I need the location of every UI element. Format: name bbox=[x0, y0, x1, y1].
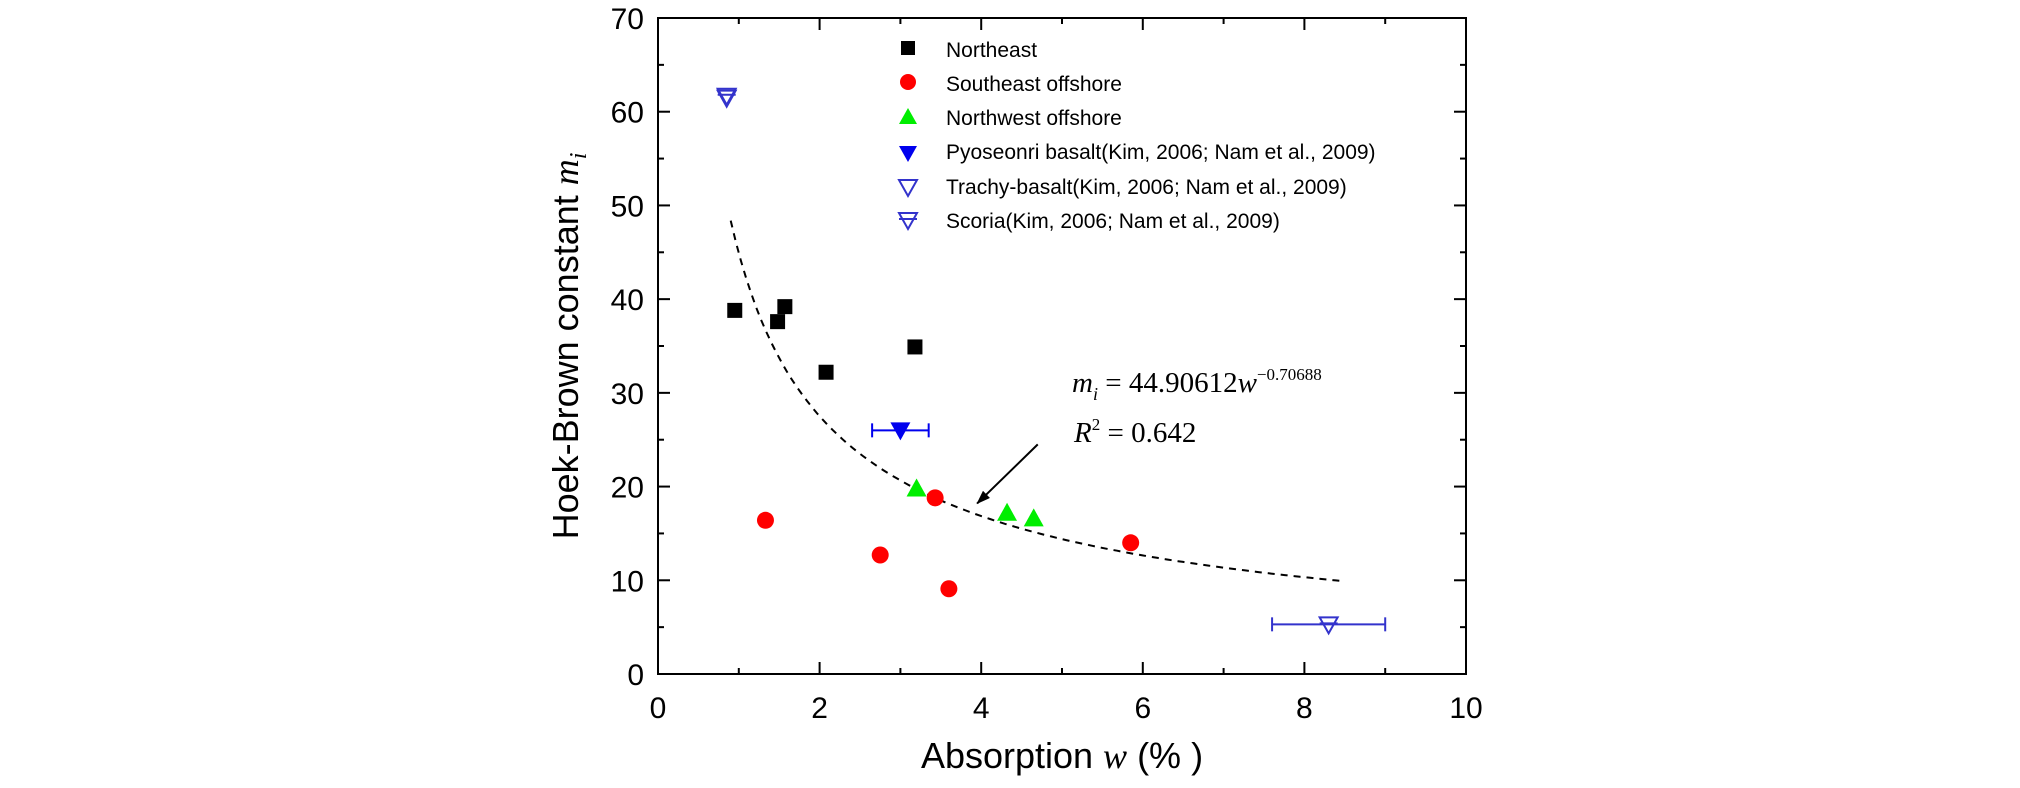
x-tick-label: 8 bbox=[1296, 692, 1313, 725]
data-point-triangle-up bbox=[997, 502, 1018, 521]
legend-marker-triangle-down-open-bar bbox=[897, 212, 919, 232]
annotation-arrow bbox=[976, 443, 1039, 505]
legend-label: Northeast bbox=[946, 39, 1037, 62]
data-point-circle bbox=[871, 546, 889, 564]
y-tick-label: 50 bbox=[611, 190, 644, 223]
data-point-square bbox=[727, 302, 743, 318]
legend-item-scoria: Scoria(Kim, 2006; Nam et al., 2009) bbox=[897, 210, 1280, 233]
y-tick-label: 40 bbox=[611, 284, 644, 317]
legend-label: Trachy-basalt(Kim, 2006; Nam et al., 200… bbox=[946, 176, 1347, 199]
legend-label: Pyoseonri basalt(Kim, 2006; Nam et al., … bbox=[946, 141, 1376, 164]
legend-item-northeast: Northeast bbox=[901, 39, 1037, 62]
legend-item-trachy-basalt: Trachy-basalt(Kim, 2006; Nam et al., 200… bbox=[897, 176, 1347, 199]
data-point-circle bbox=[926, 489, 944, 507]
y-tick-label: 10 bbox=[611, 565, 644, 598]
legend-item-southeast-offshore: Southeast offshore bbox=[900, 73, 1122, 96]
data-point-triangle-down-open bbox=[715, 87, 738, 107]
error-bars bbox=[871, 423, 1387, 632]
data-point-circle bbox=[756, 511, 774, 529]
legend-marker-circle bbox=[900, 74, 916, 90]
data-point-square bbox=[907, 339, 923, 355]
x-tick-label: 2 bbox=[811, 692, 828, 725]
x-tick-label: 4 bbox=[973, 692, 990, 725]
legend-marker-triangle-down-filled bbox=[899, 146, 917, 162]
data-point-triangle-up bbox=[906, 478, 927, 497]
data-point-triangle-up bbox=[1023, 508, 1044, 527]
y-tick-label: 0 bbox=[627, 659, 644, 692]
data-point-square bbox=[777, 299, 793, 315]
fit-curve-layer bbox=[729, 220, 1341, 582]
data-point-circle bbox=[940, 580, 958, 598]
r-squared: R2 = 0.642 bbox=[1073, 415, 1196, 449]
x-axis-title: Absorption w (% ) bbox=[921, 735, 1203, 776]
data-point-circle bbox=[1122, 534, 1140, 552]
legend-marker-square bbox=[901, 41, 915, 55]
data-point-triangle-down-open bbox=[1317, 616, 1340, 636]
legend-label: Scoria(Kim, 2006; Nam et al., 2009) bbox=[946, 210, 1280, 233]
axis-ticks: 0 2 4 6 8 10 0 10 20 30 40 50 60 70 bbox=[611, 3, 1483, 725]
x-tick-label: 10 bbox=[1449, 692, 1482, 725]
legend-item-pyoseonri-basalt: Pyoseonri basalt(Kim, 2006; Nam et al., … bbox=[899, 141, 1376, 164]
legend-label: Southeast offshore bbox=[946, 73, 1122, 96]
legend-label: Northwest offshore bbox=[946, 107, 1122, 130]
y-axis-title: Hoek-Brown constant mi bbox=[545, 153, 592, 540]
x-tick-label: 0 bbox=[650, 692, 667, 725]
y-tick-label: 20 bbox=[611, 472, 644, 505]
legend: Northeast Southeast offshore Northwest o… bbox=[897, 39, 1376, 233]
legend-item-northwest-offshore: Northwest offshore bbox=[899, 107, 1122, 130]
data-point-square bbox=[770, 314, 786, 330]
legend-marker-triangle-up bbox=[899, 108, 917, 124]
fit-equation: mi = 44.90612w−0.70688 bbox=[1072, 365, 1322, 404]
legend-marker-triangle-down-open bbox=[897, 179, 919, 199]
data-point-square bbox=[818, 364, 834, 380]
x-tick-label: 6 bbox=[1134, 692, 1151, 725]
y-tick-label: 30 bbox=[611, 378, 644, 411]
data-points bbox=[715, 87, 1340, 636]
y-tick-label: 60 bbox=[611, 97, 644, 130]
data-point-triangle-down bbox=[890, 422, 911, 441]
fit-curve bbox=[729, 220, 1341, 582]
y-tick-label: 70 bbox=[611, 3, 644, 36]
